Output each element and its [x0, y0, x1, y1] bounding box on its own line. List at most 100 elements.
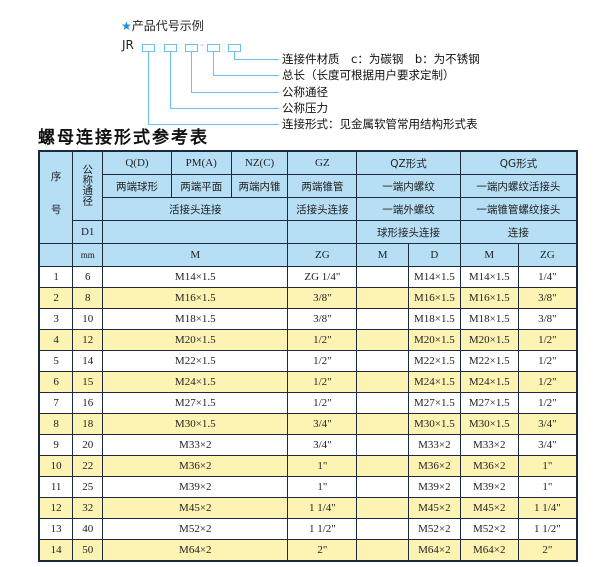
table-row: 7 16 M27×1.5 1/2" M27×1.5 M27×1.5 1/2"	[38, 392, 578, 414]
cell-dn: 20	[72, 434, 104, 456]
cell-qg-m: M24×1.5	[459, 371, 519, 393]
cell-qz-d: M14×1.5	[407, 266, 461, 288]
cell-qz-m	[356, 371, 409, 393]
header-qd-desc: 两端球形	[102, 174, 172, 198]
table-row: 2 8 M16×1.5 3/8" M16×1.5 M16×1.5 3/8"	[38, 287, 578, 309]
cell-qz-d: M20×1.5	[407, 329, 461, 351]
leader-line	[191, 52, 279, 93]
header-qd: Q(D)	[102, 150, 172, 175]
cell-qg-m: M18×1.5	[459, 308, 519, 330]
cell-thread-m: M64×2	[102, 539, 289, 562]
cell-thread-m: M14×1.5	[102, 266, 289, 288]
cell-qz-d: M52×2	[407, 518, 461, 540]
table-body: 1 6 M14×1.5 ZG 1/4" M14×1.5 M14×1.5 1/4" 2 8 M16×…	[38, 266, 578, 562]
table-row: 8 18 M30×1.5 3/4" M30×1.5 M30×1.5 3/4"	[38, 413, 578, 435]
header-qg-conn: 一端锥管螺纹接头	[459, 197, 578, 221]
header-qg-m: M	[459, 243, 519, 267]
cell-qg-m: M64×2	[459, 539, 519, 562]
cell-qz-m	[356, 476, 409, 498]
cell-seq: 12	[38, 497, 74, 519]
cell-qz-m	[356, 392, 409, 414]
leader-line	[213, 52, 279, 76]
header-pm: PM(A)	[170, 150, 232, 175]
cell-qz-d: M30×1.5	[407, 413, 461, 435]
header-nz-desc: 两端内锥	[230, 174, 289, 198]
cell-qz-d: M27×1.5	[407, 392, 461, 414]
cell-qz-m	[356, 518, 409, 540]
cell-dn: 10	[72, 308, 104, 330]
cell-qz-m	[356, 413, 409, 435]
cell-qg-m: M33×2	[459, 434, 519, 456]
table-row: 4 12 M20×1.5 1/2" M20×1.5 M20×1.5 1/2"	[38, 329, 578, 351]
cell-qg-m: M45×2	[459, 497, 519, 519]
cell-dn: 22	[72, 455, 104, 477]
cell-dn: 40	[72, 518, 104, 540]
cell-qg-m: M27×1.5	[459, 392, 519, 414]
cell-thread-zg: 3/8"	[287, 308, 358, 330]
cell-thread-m: M22×1.5	[102, 350, 289, 372]
cell-dn: 16	[72, 392, 104, 414]
cell-thread-zg: 1 1/4"	[287, 497, 358, 519]
header-qg: QG形式	[459, 150, 578, 175]
cell-qg-zg: 3/4"	[517, 413, 578, 435]
cell-qg-m: M22×1.5	[459, 350, 519, 372]
header-qg-zg: ZG	[517, 243, 578, 267]
cell-qz-d: M64×2	[407, 539, 461, 562]
header-d1: D1	[72, 220, 104, 244]
cell-thread-zg: 3/4"	[287, 434, 358, 456]
cell-dn: 32	[72, 497, 104, 519]
header-mm: mm	[72, 243, 104, 267]
cell-qz-m	[356, 329, 409, 351]
code-prefix: JR	[122, 38, 134, 52]
header-qz-d: D	[407, 243, 461, 267]
cell-thread-zg: ZG 1/4"	[287, 266, 358, 288]
table-row: 10 22 M36×2 1" M36×2 M36×2 1"	[38, 455, 578, 477]
header-qg-conn2: 连接	[459, 220, 578, 244]
legend-diameter: 公称通径	[282, 85, 328, 99]
cell-seq: 3	[38, 308, 74, 330]
header-nz: NZ(C)	[230, 150, 289, 175]
cell-qz-d: M16×1.5	[407, 287, 461, 309]
cell-seq: 9	[38, 434, 74, 456]
header-dn-text: 公称通径	[81, 163, 94, 206]
cell-qz-m	[356, 308, 409, 330]
cell-qg-m: M30×1.5	[459, 413, 519, 435]
cell-dn: 25	[72, 476, 104, 498]
cell-qg-m: M52×2	[459, 518, 519, 540]
cell-qg-zg: 1/2"	[517, 329, 578, 351]
cell-seq: 11	[38, 476, 74, 498]
cell-seq: 4	[38, 329, 74, 351]
cell-qg-zg: 1/2"	[517, 350, 578, 372]
header-gz-desc: 两端锥管	[287, 174, 358, 198]
cell-qz-m	[356, 350, 409, 372]
cell-thread-zg: 1 1/2"	[287, 518, 358, 540]
star-icon: ★	[121, 19, 132, 33]
leader-line	[234, 52, 279, 60]
header-pm-desc: 两端平面	[170, 174, 232, 198]
cell-qg-zg: 3/8"	[517, 308, 578, 330]
header-qg-desc: 一端内螺纹活接头	[459, 174, 578, 198]
cell-thread-zg: 1/2"	[287, 392, 358, 414]
cell-qg-zg: 1/2"	[517, 392, 578, 414]
cell-qz-m	[356, 266, 409, 288]
cell-qg-zg: 1 1/2"	[517, 518, 578, 540]
cell-qz-d: M24×1.5	[407, 371, 461, 393]
cell-dn: 8	[72, 287, 104, 309]
cell-qz-d: M18×1.5	[407, 308, 461, 330]
cell-thread-zg: 1/2"	[287, 371, 358, 393]
table-row: 11 25 M39×2 1" M39×2 M39×2 1"	[38, 476, 578, 498]
legend-pressure: 公称压力	[282, 101, 328, 115]
cell-dn: 6	[72, 266, 104, 288]
cell-qz-d: M33×2	[407, 434, 461, 456]
header-qz-conn2: 球形接头连接	[356, 220, 461, 244]
cell-qz-m	[356, 539, 409, 562]
leader-line	[170, 52, 279, 109]
cell-qg-zg: 3/8"	[517, 287, 578, 309]
header-conn: 活接头连接	[102, 197, 289, 221]
header-blank	[102, 220, 289, 244]
cell-thread-m: M16×1.5	[102, 287, 289, 309]
cell-seq: 6	[38, 371, 74, 393]
header-gz-conn: 活接头连接	[287, 197, 358, 221]
cell-seq: 14	[38, 539, 74, 562]
header-seq-text: 序 号	[49, 171, 62, 221]
